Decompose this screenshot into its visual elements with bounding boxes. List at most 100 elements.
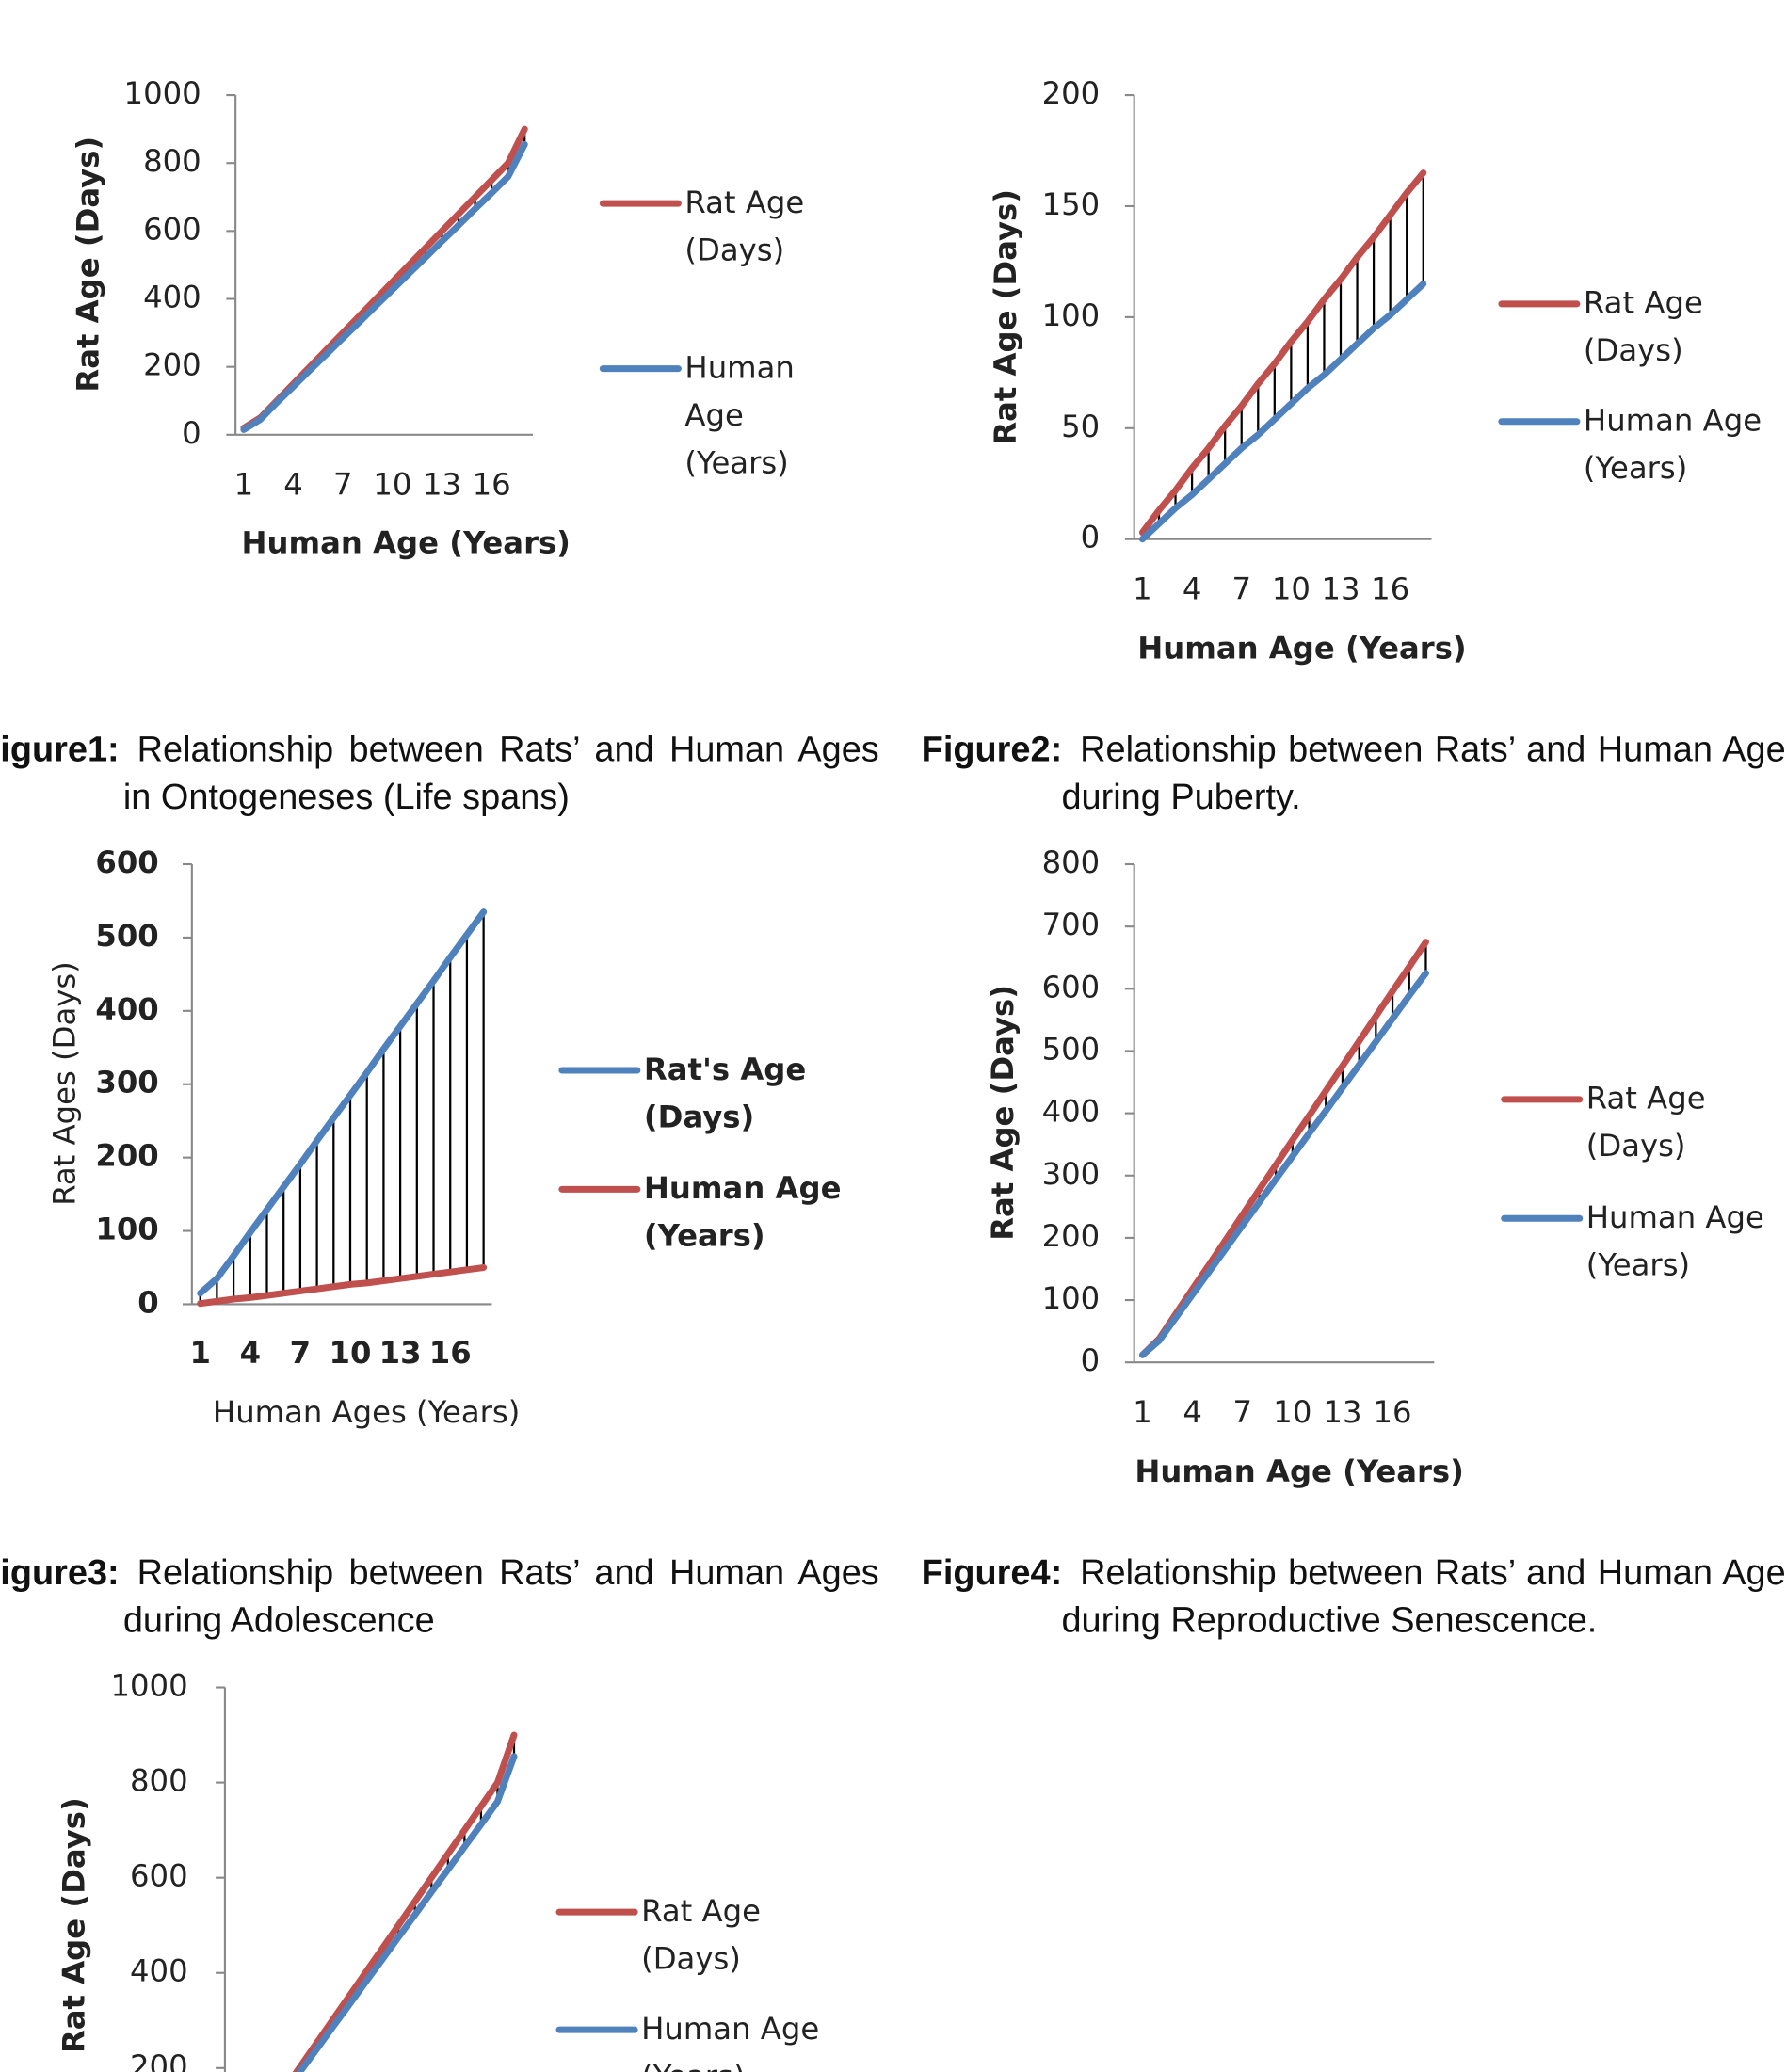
y-tick-label: 0 [182, 415, 201, 451]
series-line [240, 140, 528, 433]
x-tick-label: 4 [283, 467, 303, 503]
y-tick-label: 100 [95, 1212, 158, 1247]
x-tick-label: 4 [240, 1335, 261, 1371]
y-tick-label: 600 [1042, 969, 1101, 1004]
y-tick-label: 1000 [111, 1668, 188, 1704]
caption-text: Relationship between Rats’ and Human Age… [122, 1552, 879, 1640]
chart: 0 50 100 150 200 1 4 7 10 13 16 Rat Age (Days) Human… [922, 75, 1786, 821]
x-tick-label: 13 [423, 467, 461, 503]
legend-item: Human Age (Years) [641, 2012, 820, 2072]
series-line [292, 1731, 518, 2072]
legend-label: Rat Age (Days) [641, 1894, 761, 1977]
caption: Figure2: Relationship between Rats’ and … [922, 726, 1786, 821]
y-tick-label: 400 [130, 1953, 188, 1989]
x-tick-label: 16 [473, 467, 511, 503]
y-tick-label: 100 [1042, 297, 1101, 333]
caption-label: igure3: [0, 1552, 120, 1593]
x-axis-label: Human Age (Years) [1134, 1454, 1463, 1489]
legend-label: Human Age (Years) [1585, 1200, 1764, 1283]
x-tick-label: 7 [333, 467, 353, 503]
x-tick-label: 10 [1273, 1394, 1311, 1430]
legend-item: Human Age (Years) [684, 351, 795, 481]
legend-item: Rat's Age (Days) [643, 1052, 807, 1135]
caption-box: igure1: Relationship between Rats’ and H… [0, 726, 878, 821]
y-tick-label: 200 [95, 1138, 158, 1174]
y-tick-label: 0 [1081, 1342, 1101, 1378]
x-tick-label: 1 [189, 1335, 210, 1371]
y-axis-label: Rat Age (Days) [988, 189, 1023, 445]
legend-item: Human Age (Years) [643, 1172, 842, 1255]
y-tick-label: 400 [95, 991, 158, 1027]
x-tick-label: 7 [1231, 570, 1251, 606]
legend-label: Human Age (Years) [643, 1172, 842, 1255]
x-tick-label: 10 [1272, 570, 1311, 606]
x-tick-label: 1 [234, 467, 254, 503]
legend-label: Rat Age (Days) [1583, 286, 1703, 369]
x-tick-label: 16 [1374, 1394, 1412, 1430]
y-tick-label: 800 [1042, 844, 1101, 880]
chart: 0 100 200 300 400 500 600 1 4 7 10 13 16 Rat Ages (Da… [0, 844, 878, 1644]
legend-label: Human Age (Years) [684, 351, 795, 481]
caption-label: Figure2: [921, 729, 1063, 769]
x-axis-label: Human Age (Years) [242, 524, 571, 560]
legend-item: Rat Age (Days) [641, 1894, 761, 1977]
x-tick-label: 1 [1133, 570, 1152, 606]
y-tick-label: 1000 [124, 75, 201, 111]
series-line [296, 1753, 518, 2072]
x-tick-label: 13 [379, 1335, 422, 1371]
x-tick-label: 7 [1232, 1394, 1252, 1430]
caption-box: igure3: Relationship between Rats’ and H… [0, 1549, 878, 1644]
y-tick-label: 600 [130, 1858, 188, 1894]
y-tick-label: 150 [1042, 186, 1101, 222]
x-tick-label: 4 [1183, 1394, 1202, 1430]
y-tick-label: 300 [1042, 1156, 1101, 1192]
legend-label: Human Age (Years) [1583, 404, 1762, 487]
y-tick-label: 500 [95, 918, 158, 954]
caption-label: igure1: [0, 729, 120, 769]
chart: 0 200 400 600 800 1000 1 4 7 10 13 16 Rat Age (Days)… [0, 75, 878, 821]
legend-item: Human Age (Years) [1585, 1200, 1764, 1283]
x-axis-label: Human Ages (Years) [213, 1394, 520, 1430]
chart: 200 400 600 800 1000 Rat Age (Days) Rat Age (D… [56, 1668, 820, 2072]
y-axis-label: Rat Age (Days) [56, 1797, 91, 2053]
y-tick-label: 600 [95, 844, 158, 880]
x-tick-label: 16 [1371, 570, 1409, 606]
y-tick-label: 400 [143, 280, 201, 315]
x-tick-label: 7 [290, 1335, 311, 1371]
y-tick-label: 200 [143, 347, 201, 383]
legend-item: Rat Age (Days) [1585, 1082, 1706, 1164]
legend-label: Human Age (Years) [641, 2012, 820, 2072]
series-line [1138, 169, 1427, 537]
y-tick-label: 800 [130, 1763, 188, 1799]
y-tick-label: 200 [1042, 75, 1101, 111]
y-tick-label: 50 [1061, 409, 1100, 444]
y-tick-label: 0 [1081, 520, 1101, 555]
y-tick-label: 500 [1042, 1031, 1101, 1067]
x-tick-label: 10 [330, 1335, 372, 1371]
x-tick-label: 16 [429, 1335, 472, 1371]
y-tick-label: 300 [95, 1065, 158, 1100]
chart: 0 100 200 300 400 500 600 700 800 1 4 7 10 13 16 Rat Ag… [922, 844, 1786, 1640]
legend-label: Rat's Age (Days) [643, 1052, 807, 1135]
y-tick-label: 0 [137, 1284, 158, 1320]
y-axis-label: Rat Age (Days) [71, 137, 106, 393]
caption: igure3: Relationship between Rats’ and H… [0, 1549, 878, 1644]
caption-box: Figure2: Relationship between Rats’ and … [922, 726, 1786, 821]
x-tick-label: 4 [1183, 570, 1202, 606]
legend-label: Rat Age (Days) [1585, 1082, 1706, 1164]
y-axis-label: Rat Age (Days) [985, 985, 1021, 1241]
x-axis-label: Human Age (Years) [1137, 631, 1466, 667]
caption-text: Relationship between Rats’ and Human Age… [1061, 1552, 1786, 1640]
series-line [240, 125, 528, 432]
series-line [1138, 281, 1427, 543]
y-tick-label: 100 [1042, 1280, 1101, 1316]
y-tick-label: 200 [1042, 1218, 1101, 1254]
caption-text: Relationship between Rats’ and Human Age… [122, 729, 879, 817]
legend-item: Human Age (Years) [1583, 404, 1762, 487]
y-tick-label: 700 [1042, 907, 1101, 942]
x-tick-label: 1 [1133, 1394, 1152, 1430]
caption-box: Figure4: Relationship between Rats’ and … [922, 1552, 1786, 1640]
caption: igure1: Relationship between Rats’ and H… [0, 726, 878, 821]
